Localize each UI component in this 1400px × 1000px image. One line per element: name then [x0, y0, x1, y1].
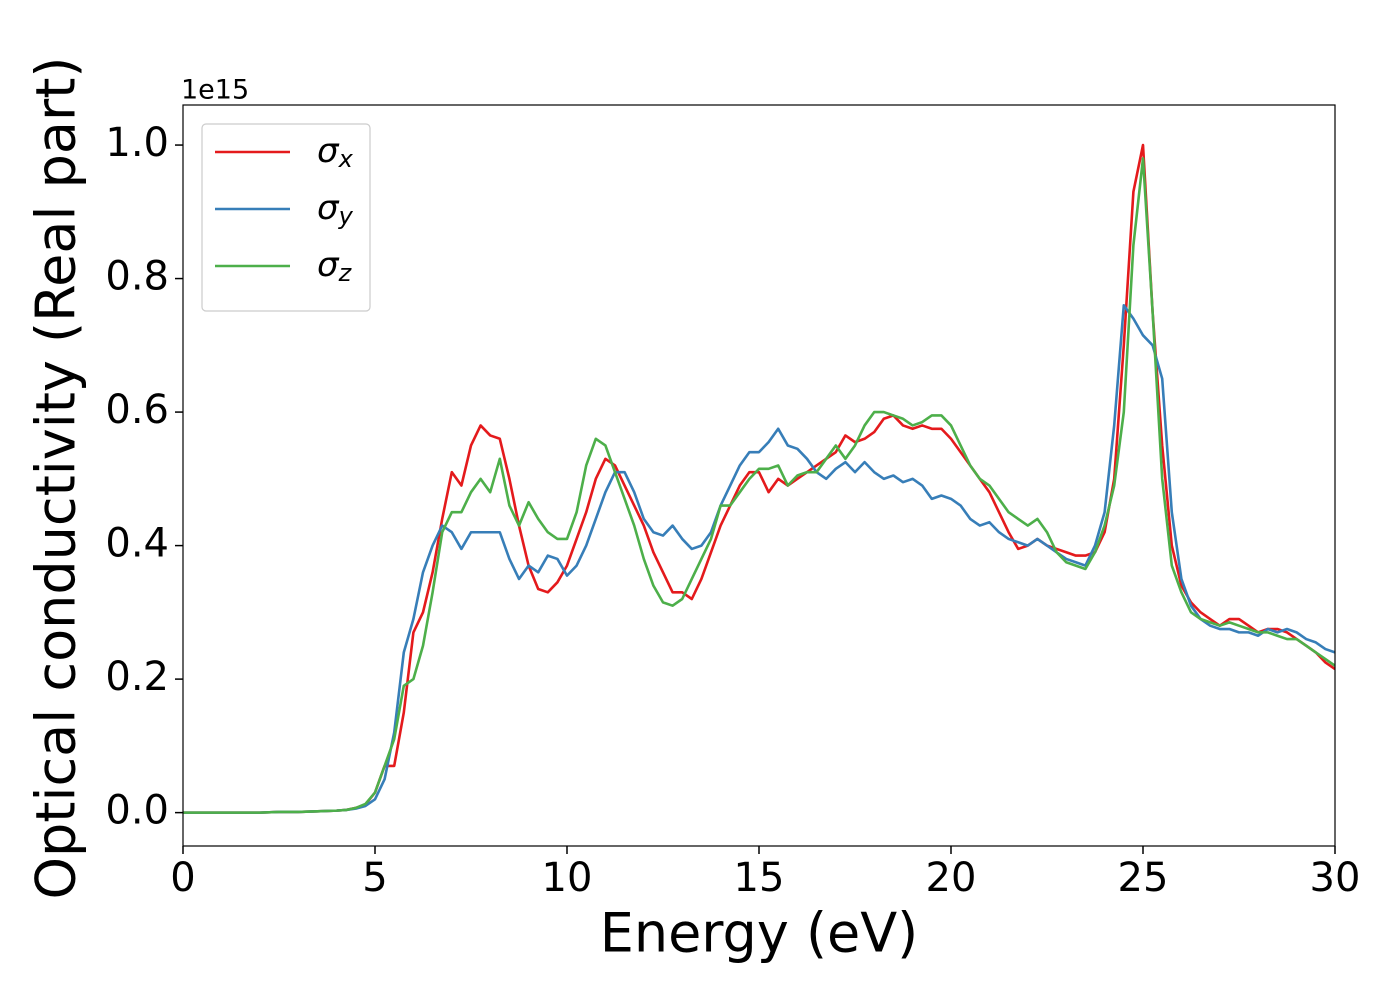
- y-tick-label: 0.0: [105, 788, 169, 834]
- x-axis-label: Energy (eV): [600, 902, 919, 965]
- y-tick-label: 0.4: [105, 521, 169, 567]
- legend-box: [201, 123, 371, 312]
- y-tick-label: 1.0: [105, 120, 169, 166]
- x-tick-label: 10: [542, 855, 593, 901]
- x-tick-label: 5: [362, 855, 387, 901]
- legend-label: σy: [317, 188, 354, 231]
- y-tick-label: 0.6: [105, 387, 169, 433]
- legend-label: σx: [317, 131, 354, 174]
- y-tick-label: 0.2: [105, 654, 169, 700]
- series-line: [183, 157, 1335, 814]
- x-tick-label: 15: [734, 855, 785, 901]
- plot-frame: [182, 104, 1336, 847]
- x-tick-label: 0: [170, 855, 195, 901]
- y-tick-label: 0.8: [105, 254, 169, 300]
- legend-label: σz: [317, 245, 353, 288]
- x-tick-label: 20: [926, 855, 977, 901]
- x-tick-label: 30: [1310, 855, 1361, 901]
- y-offset-label: 1e15: [181, 75, 249, 106]
- x-tick-label: 25: [1118, 855, 1169, 901]
- y-axis-label: Optical conductivity (Real part): [25, 57, 88, 900]
